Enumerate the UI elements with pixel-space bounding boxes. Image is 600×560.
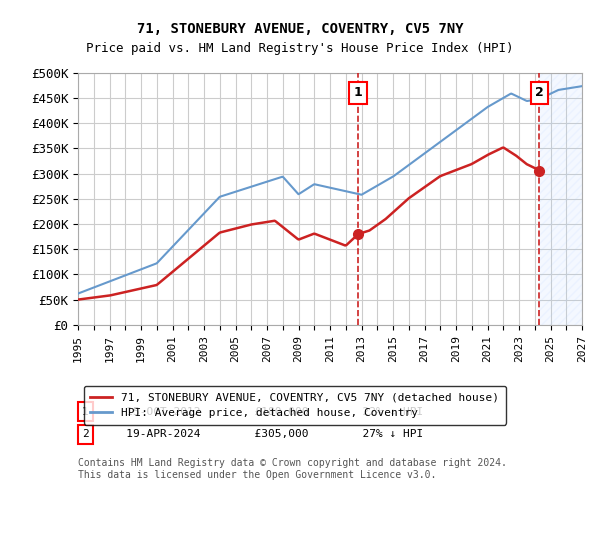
Text: 1: 1 bbox=[354, 86, 362, 100]
Text: 1: 1 bbox=[82, 407, 89, 417]
Text: 19-APR-2024        £305,000        27% ↓ HPI: 19-APR-2024 £305,000 27% ↓ HPI bbox=[106, 430, 423, 440]
Text: 2: 2 bbox=[82, 430, 89, 440]
Text: 71, STONEBURY AVENUE, COVENTRY, CV5 7NY: 71, STONEBURY AVENUE, COVENTRY, CV5 7NY bbox=[137, 22, 463, 36]
Text: Price paid vs. HM Land Registry's House Price Index (HPI): Price paid vs. HM Land Registry's House … bbox=[86, 42, 514, 55]
Legend: 71, STONEBURY AVENUE, COVENTRY, CV5 7NY (detached house), HPI: Average price, de: 71, STONEBURY AVENUE, COVENTRY, CV5 7NY … bbox=[83, 386, 506, 424]
Text: 2: 2 bbox=[535, 86, 544, 100]
Text: Contains HM Land Registry data © Crown copyright and database right 2024.
This d: Contains HM Land Registry data © Crown c… bbox=[78, 458, 507, 480]
Text: 15-OCT-2012        £180,000        22% ↓ HPI: 15-OCT-2012 £180,000 22% ↓ HPI bbox=[106, 407, 423, 417]
Bar bbox=[539, 73, 582, 325]
